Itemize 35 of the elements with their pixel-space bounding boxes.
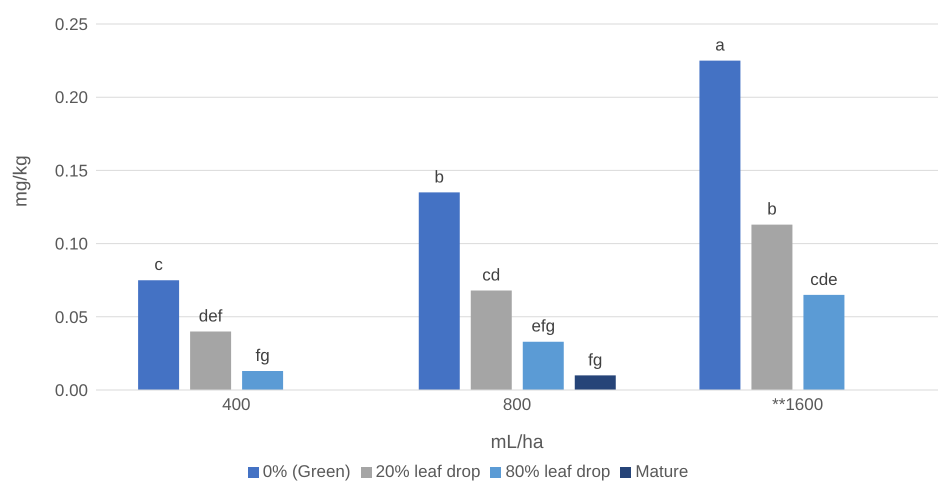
y-axis-title: mg/kg bbox=[10, 155, 32, 207]
data-label: fg bbox=[588, 350, 602, 370]
data-label: c bbox=[154, 255, 164, 274]
legend-label: Mature bbox=[635, 462, 688, 481]
data-label: def bbox=[198, 306, 223, 326]
x-tick-label: 400 bbox=[222, 395, 251, 414]
x-axis-title: mL/ha bbox=[490, 432, 544, 453]
bar bbox=[242, 370, 284, 390]
y-tick-label: 0.15 bbox=[54, 161, 88, 180]
bar bbox=[699, 60, 740, 390]
bar bbox=[418, 192, 460, 390]
data-label: efg bbox=[531, 316, 556, 336]
y-tick-label: 0.05 bbox=[54, 308, 88, 327]
data-label: cde bbox=[810, 270, 838, 289]
bar bbox=[751, 224, 792, 390]
y-tick-label: 0.20 bbox=[54, 88, 88, 108]
bar bbox=[470, 290, 512, 390]
data-label: fg bbox=[256, 346, 270, 365]
legend-label: 20% leaf drop bbox=[376, 462, 480, 481]
bar bbox=[803, 294, 844, 390]
y-tick-label: 0.00 bbox=[54, 381, 88, 400]
bar bbox=[138, 280, 180, 390]
legend-label: 0% (Green) bbox=[262, 462, 351, 481]
data-label: a bbox=[715, 36, 726, 55]
bar bbox=[574, 375, 616, 390]
x-tick-label: **1600 bbox=[772, 395, 824, 414]
legend-label: 80% leaf drop bbox=[505, 462, 610, 481]
y-tick-label: 0.25 bbox=[54, 15, 88, 34]
bar bbox=[190, 331, 232, 390]
data-label: b bbox=[434, 167, 444, 186]
bar bbox=[522, 342, 564, 390]
y-tick-label: 0.10 bbox=[54, 234, 88, 254]
x-tick-label: 800 bbox=[502, 395, 532, 414]
data-label: b bbox=[767, 200, 777, 219]
data-label: cd bbox=[482, 265, 500, 284]
